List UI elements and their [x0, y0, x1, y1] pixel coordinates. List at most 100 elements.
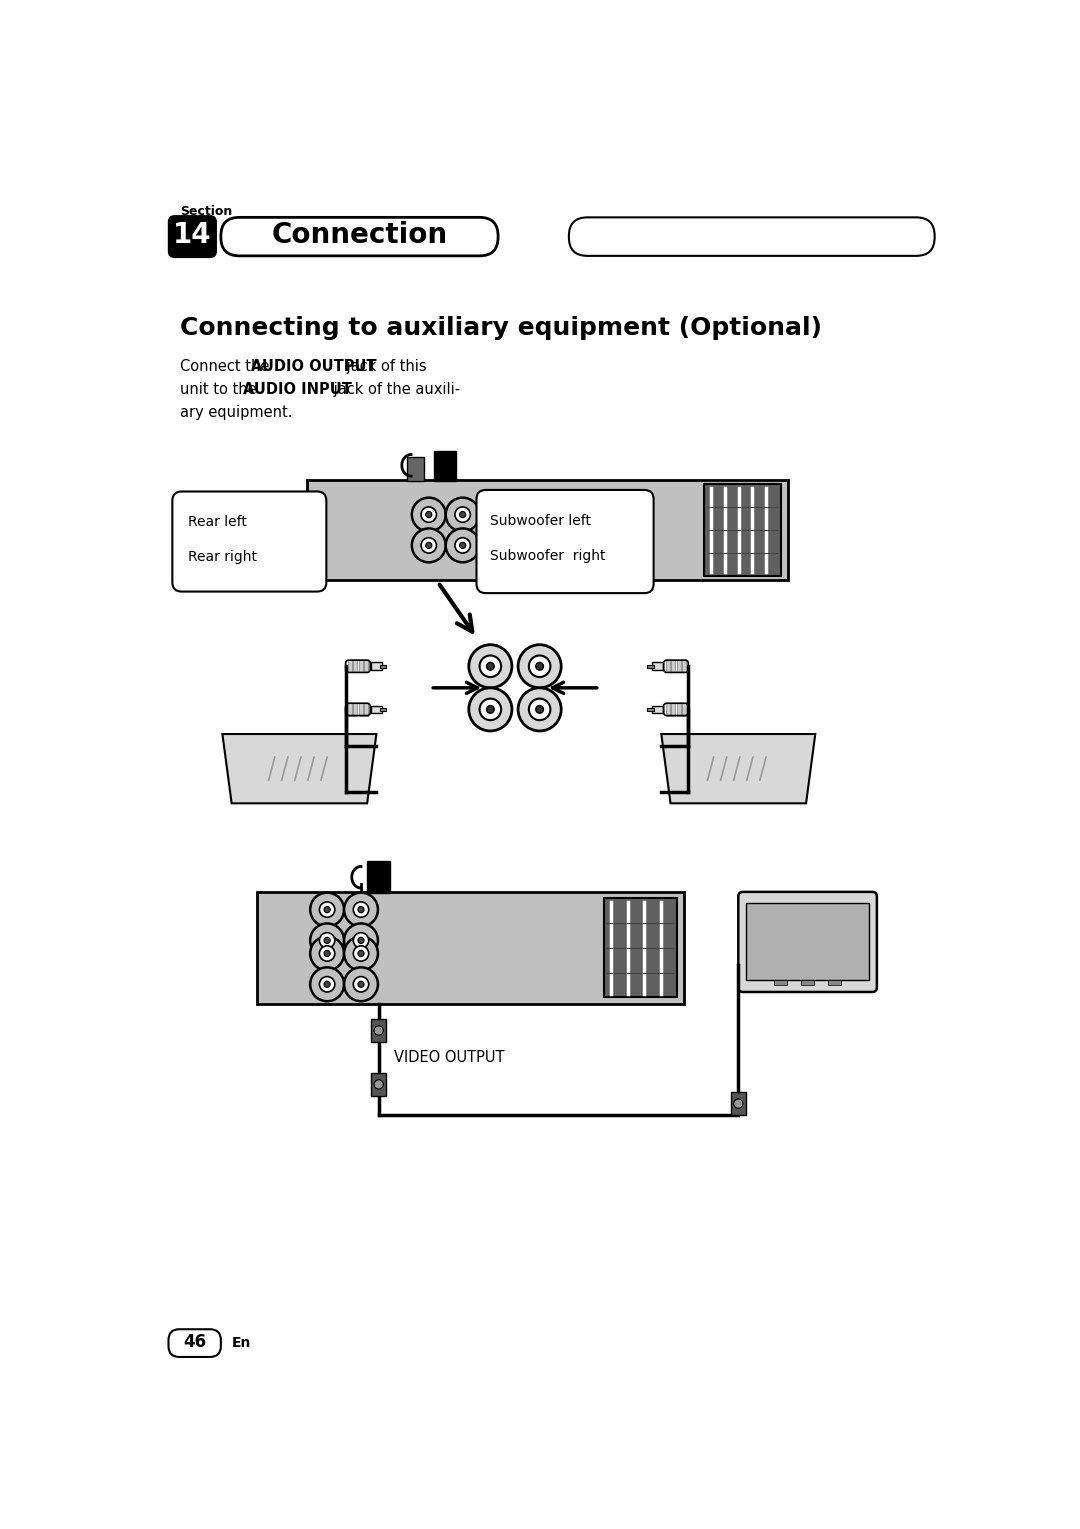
- Polygon shape: [222, 734, 377, 803]
- Bar: [407, 457, 424, 482]
- Circle shape: [529, 699, 551, 720]
- Circle shape: [469, 688, 512, 731]
- Circle shape: [455, 538, 470, 553]
- Bar: [647, 665, 653, 668]
- Bar: [359, 661, 363, 673]
- Bar: [364, 661, 368, 673]
- Circle shape: [536, 662, 543, 670]
- Text: unit to the: unit to the: [180, 382, 261, 398]
- Bar: [746, 904, 869, 980]
- Bar: [353, 703, 357, 716]
- Circle shape: [421, 508, 436, 523]
- Bar: [380, 708, 387, 711]
- Circle shape: [324, 951, 330, 957]
- Text: Subwoofer  right: Subwoofer right: [490, 549, 606, 563]
- Bar: [604, 898, 677, 997]
- Bar: [353, 661, 357, 673]
- Polygon shape: [661, 734, 815, 803]
- Bar: [801, 980, 813, 985]
- Circle shape: [486, 662, 495, 670]
- Text: En: En: [231, 1336, 251, 1350]
- Bar: [774, 980, 787, 985]
- FancyBboxPatch shape: [173, 491, 326, 592]
- Bar: [683, 661, 686, 673]
- Text: AUDIO INPUT: AUDIO INPUT: [243, 382, 352, 398]
- Bar: [380, 665, 387, 668]
- Circle shape: [345, 968, 378, 1001]
- Circle shape: [353, 933, 368, 948]
- Circle shape: [480, 656, 501, 677]
- Circle shape: [733, 1099, 743, 1109]
- Bar: [677, 661, 680, 673]
- Circle shape: [310, 924, 345, 957]
- Bar: [372, 1018, 387, 1043]
- Bar: [359, 703, 363, 716]
- Circle shape: [320, 902, 335, 917]
- Bar: [704, 483, 781, 576]
- FancyBboxPatch shape: [168, 1329, 220, 1356]
- Circle shape: [480, 699, 501, 720]
- Text: AUDIO OUTPUT: AUDIO OUTPUT: [251, 359, 377, 375]
- Circle shape: [411, 497, 446, 532]
- Bar: [672, 703, 675, 716]
- Bar: [307, 480, 788, 579]
- Text: VIDEO OUTPUT: VIDEO OUTPUT: [394, 1050, 504, 1064]
- Circle shape: [536, 705, 543, 713]
- Circle shape: [310, 893, 345, 927]
- Text: Rear left: Rear left: [188, 515, 246, 529]
- FancyBboxPatch shape: [476, 489, 653, 593]
- Circle shape: [357, 951, 364, 957]
- Text: Subwoofer left: Subwoofer left: [490, 514, 592, 528]
- Bar: [828, 980, 840, 985]
- Bar: [652, 662, 663, 670]
- Circle shape: [310, 968, 345, 1001]
- Circle shape: [324, 907, 330, 913]
- FancyBboxPatch shape: [220, 217, 498, 255]
- Text: 14: 14: [173, 222, 212, 249]
- FancyBboxPatch shape: [739, 891, 877, 992]
- Text: ary equipment.: ary equipment.: [180, 405, 293, 420]
- Circle shape: [324, 937, 330, 943]
- Circle shape: [345, 893, 378, 927]
- Bar: [647, 708, 653, 711]
- Circle shape: [455, 508, 470, 523]
- Circle shape: [446, 529, 480, 563]
- Circle shape: [320, 946, 335, 962]
- FancyBboxPatch shape: [168, 216, 216, 257]
- Circle shape: [446, 497, 480, 532]
- Circle shape: [345, 924, 378, 957]
- Text: jack of the auxili-: jack of the auxili-: [328, 382, 460, 398]
- Text: Rear right: Rear right: [188, 550, 257, 564]
- Circle shape: [374, 1079, 383, 1089]
- Bar: [348, 661, 352, 673]
- Circle shape: [421, 538, 436, 553]
- FancyBboxPatch shape: [569, 217, 934, 255]
- Circle shape: [374, 1026, 383, 1035]
- Text: 46: 46: [184, 1333, 206, 1350]
- Text: Connecting to auxiliary equipment (Optional): Connecting to auxiliary equipment (Optio…: [180, 317, 822, 339]
- Bar: [652, 705, 663, 713]
- Circle shape: [518, 688, 562, 731]
- Text: Connection: Connection: [271, 222, 447, 249]
- Circle shape: [426, 512, 432, 518]
- Circle shape: [426, 543, 432, 549]
- Circle shape: [353, 902, 368, 917]
- Text: jack of this: jack of this: [341, 359, 427, 375]
- Text: Connect the: Connect the: [180, 359, 274, 375]
- Bar: [364, 703, 368, 716]
- Bar: [672, 661, 675, 673]
- Circle shape: [486, 705, 495, 713]
- Bar: [257, 891, 685, 1003]
- Bar: [372, 1073, 387, 1096]
- Circle shape: [518, 645, 562, 688]
- Bar: [434, 451, 456, 482]
- Circle shape: [460, 512, 465, 518]
- Circle shape: [357, 937, 364, 943]
- Bar: [372, 662, 382, 670]
- Bar: [367, 861, 390, 893]
- Circle shape: [310, 937, 345, 971]
- Bar: [666, 661, 670, 673]
- Bar: [666, 703, 670, 716]
- Circle shape: [324, 982, 330, 988]
- Bar: [730, 1092, 746, 1115]
